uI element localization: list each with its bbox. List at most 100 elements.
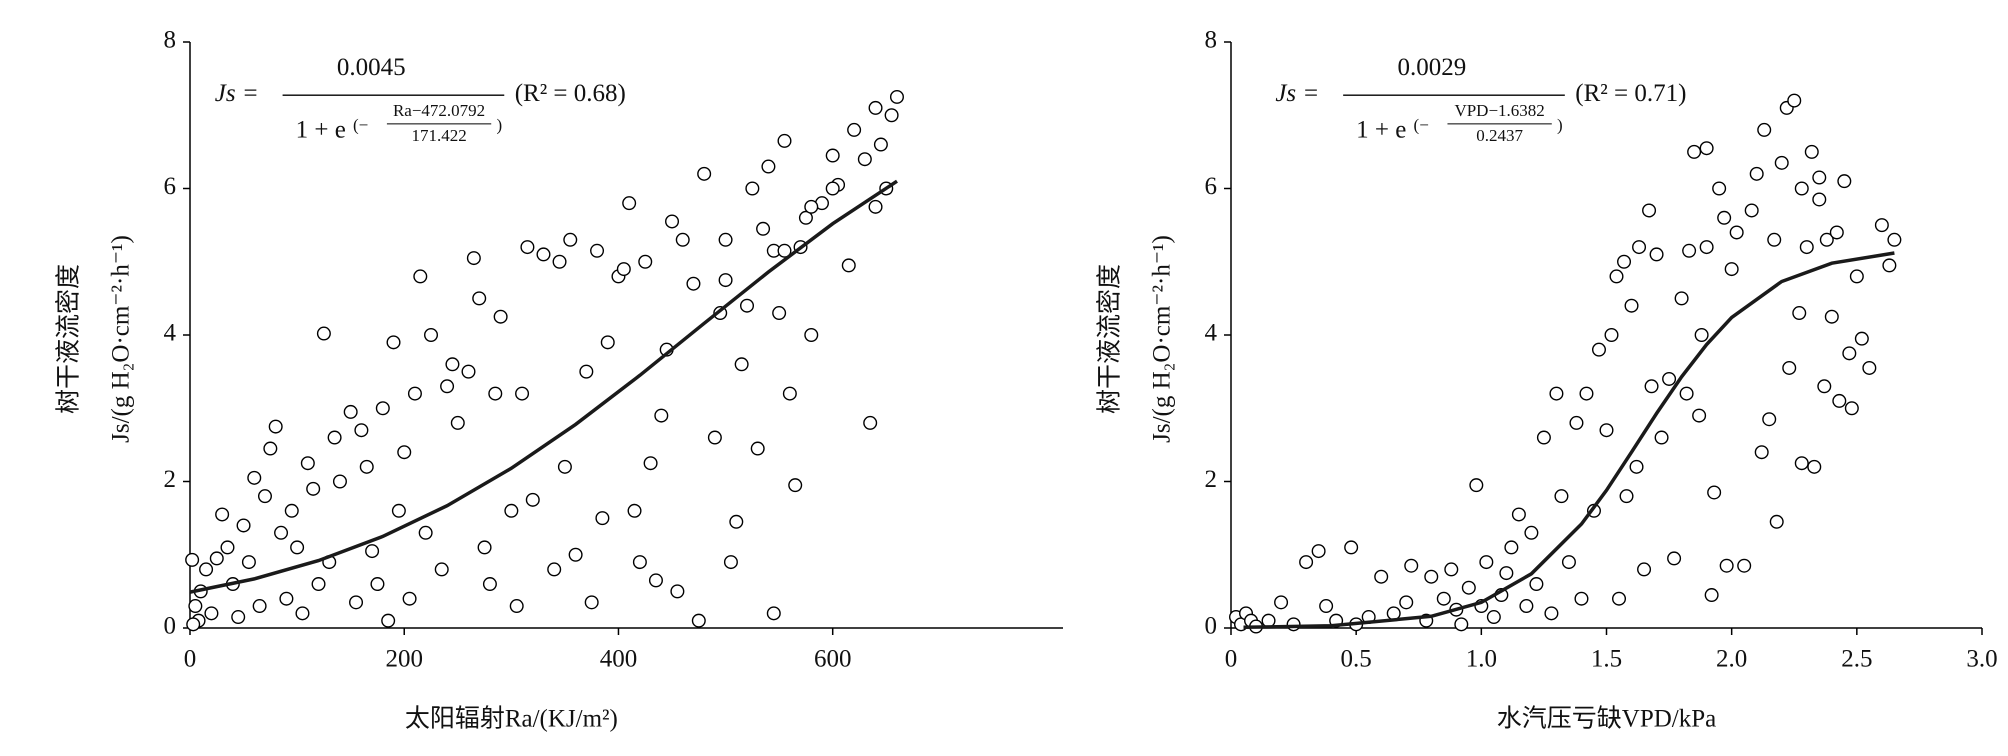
data-point <box>1832 393 1847 408</box>
data-point <box>1854 331 1869 346</box>
x-tick-label: 400 <box>600 646 638 673</box>
data-point <box>632 555 647 570</box>
data-point <box>1792 306 1807 321</box>
data-point <box>1444 562 1459 577</box>
data-point <box>1817 379 1832 394</box>
x-tick-label: 1.0 <box>1466 646 1497 673</box>
data-point <box>1849 269 1864 284</box>
data-point <box>1769 514 1784 529</box>
data-point <box>1644 379 1659 394</box>
data-point <box>1687 144 1702 159</box>
data-point <box>1591 342 1606 357</box>
data-point <box>1436 591 1451 606</box>
data-point <box>1629 459 1644 474</box>
data-point <box>1667 551 1682 566</box>
data-point <box>1609 269 1624 284</box>
data-point <box>1519 599 1534 614</box>
data-point <box>1637 562 1652 577</box>
eq-lhs: Js = <box>1275 80 1319 107</box>
data-point <box>1882 258 1897 273</box>
y-tick-label: 4 <box>1205 320 1218 347</box>
data-point <box>857 152 872 167</box>
data-point <box>1674 291 1689 306</box>
data-point <box>365 544 380 559</box>
data-point <box>1286 617 1301 632</box>
data-point <box>718 273 733 288</box>
data-point <box>622 196 637 211</box>
data-point <box>515 386 530 401</box>
data-point <box>1479 555 1494 570</box>
data-point <box>756 221 771 236</box>
data-point <box>1624 298 1639 313</box>
data-point <box>1819 232 1834 247</box>
data-point <box>1536 430 1551 445</box>
data-point <box>643 456 658 471</box>
data-point <box>327 430 342 445</box>
data-point <box>1574 591 1589 606</box>
data-point <box>1344 540 1359 555</box>
data-point <box>257 489 272 504</box>
data-point <box>1569 415 1584 430</box>
y-tick-label: 6 <box>164 173 177 200</box>
data-point <box>407 386 422 401</box>
y-axis-label: 树干液流密度 <box>55 264 83 414</box>
data-point <box>804 328 819 343</box>
data-point <box>1311 544 1326 559</box>
data-point <box>1486 610 1501 625</box>
eq-exp-close: ) <box>1557 115 1563 134</box>
eq-denominator: 1 + e <box>1356 116 1406 143</box>
data-point <box>563 232 578 247</box>
x-tick-label: 0.5 <box>1341 646 1372 673</box>
data-point <box>686 276 701 291</box>
data-point <box>718 232 733 247</box>
data-point <box>1549 386 1564 401</box>
data-point <box>782 386 797 401</box>
data-point <box>750 441 765 456</box>
data-point <box>274 525 289 540</box>
data-point <box>1842 346 1857 361</box>
data-point <box>1612 591 1627 606</box>
x-tick-label: 1.5 <box>1591 646 1622 673</box>
data-point <box>536 247 551 262</box>
data-point <box>450 415 465 430</box>
eq-exp-denominator: 171.422 <box>411 126 466 145</box>
eq-numerator: 0.0045 <box>337 54 406 81</box>
x-axis-label: 太阳辐射Ra/(KJ/m²) <box>405 705 618 733</box>
data-point <box>557 459 572 474</box>
data-point <box>434 562 449 577</box>
data-point <box>268 419 283 434</box>
y-tick-label: 4 <box>164 320 177 347</box>
data-point <box>236 518 251 533</box>
data-point <box>1461 580 1476 595</box>
data-point <box>1719 558 1734 573</box>
data-point <box>1617 254 1632 269</box>
data-point <box>1424 569 1439 584</box>
data-point <box>884 108 899 123</box>
data-point <box>670 584 685 599</box>
eq-exp-open: (− <box>353 115 368 134</box>
data-point <box>375 401 390 416</box>
data-point <box>199 562 214 577</box>
eq-exp-numerator: VPD−1.6382 <box>1454 101 1544 120</box>
data-point <box>863 415 878 430</box>
data-point <box>1654 430 1669 445</box>
data-point <box>1499 566 1514 581</box>
data-point <box>1561 555 1576 570</box>
data-point <box>1692 408 1707 423</box>
data-point <box>1699 240 1714 255</box>
data-point <box>1504 540 1519 555</box>
data-point <box>868 199 883 214</box>
data-point <box>1529 577 1544 592</box>
x-tick-label: 0 <box>184 646 197 673</box>
data-point <box>1807 459 1822 474</box>
data-point <box>648 573 663 588</box>
data-point <box>188 599 203 614</box>
data-point <box>482 577 497 592</box>
data-point <box>263 441 278 456</box>
data-point <box>1754 445 1769 460</box>
data-point <box>873 137 888 152</box>
data-point <box>595 511 610 526</box>
data-point <box>1524 525 1539 540</box>
x-axis-label: 水汽压亏缺VPD/kPa <box>1497 705 1716 733</box>
